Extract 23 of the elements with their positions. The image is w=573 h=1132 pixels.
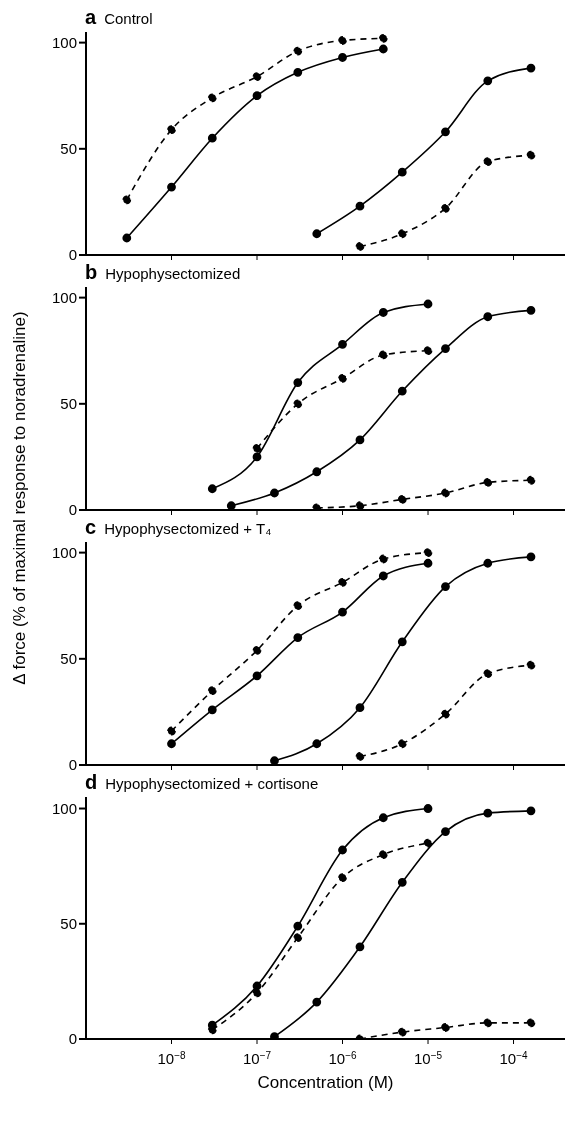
y-tick-label: 0 [68, 756, 77, 774]
x-tick-label: 10$^{−7}$ [242, 1049, 272, 1067]
x-tick-label: 10$^{−5}$ [413, 1049, 443, 1067]
y-tick-label: 0 [68, 501, 77, 519]
chart-title: c Hypophysectomized + T₄ [85, 516, 272, 538]
y-tick-label: 50 [60, 650, 77, 668]
y-axis-title: Δ force (% of maximal response to noradrenaline) [10, 311, 30, 685]
y-tick-label: 100 [51, 543, 77, 561]
x-tick-label: 10$^{−6}$ [328, 1049, 357, 1067]
y-tick-label: 100 [51, 288, 77, 306]
y-tick-label: 100 [51, 799, 77, 817]
y-tick-label: 50 [60, 140, 77, 158]
chart-title: a Control [85, 6, 153, 28]
y-tick-label: 100 [51, 33, 77, 51]
y-tick-label: 50 [60, 915, 77, 933]
y-tick-label: 50 [60, 395, 77, 413]
chart-title: d Hypophysectomized + cortisone [85, 771, 319, 793]
x-tick-label: 10$^{−8}$ [157, 1049, 186, 1067]
y-tick-label: 0 [68, 1030, 77, 1048]
x-tick-label: 10$^{−4}$ [499, 1049, 528, 1067]
x-axis-title: Concentration (M) [256, 1073, 395, 1093]
y-tick-label: 0 [68, 246, 77, 264]
chart-title: b Hypophysectomized [85, 261, 241, 283]
